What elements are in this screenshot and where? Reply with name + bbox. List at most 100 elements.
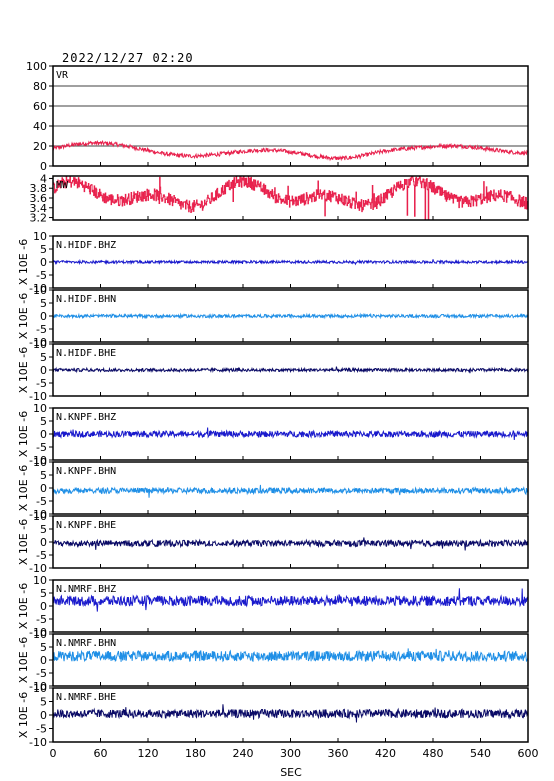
y-tick-label: -5 [36, 269, 47, 282]
y-tick-label: -10 [29, 680, 47, 693]
series-line [52, 588, 529, 612]
y-axis-label: X 10E -6 [17, 239, 30, 285]
x-tick-label: 360 [328, 747, 349, 760]
y-tick-label: 3.2 [30, 212, 48, 225]
panel-label: N.KNPF.BHZ [56, 412, 116, 423]
x-tick-label: 180 [185, 747, 206, 760]
y-tick-label: -5 [36, 495, 47, 508]
y-tick-label: 20 [33, 140, 47, 153]
y-tick-label: 0 [40, 600, 47, 613]
series-line [52, 484, 529, 498]
panel-label: N.KNPF.BHN [56, 466, 116, 477]
y-tick-label: 3.6 [30, 192, 48, 205]
panel-label: N.NMRF.BHZ [56, 584, 116, 595]
panel-label: N.NMRF.BHN [56, 638, 116, 649]
y-tick-label: 0 [40, 428, 47, 441]
y-tick-label: 0 [40, 536, 47, 549]
y-tick-label: -5 [36, 613, 47, 626]
y-tick-label: 0 [40, 709, 47, 722]
x-tick-label: 300 [280, 747, 301, 760]
y-tick-label: 5 [40, 469, 47, 482]
y-tick-label: 5 [40, 641, 47, 654]
y-tick-label: -5 [36, 667, 47, 680]
y-tick-label: 3.8 [30, 182, 48, 195]
y-tick-label: -5 [36, 441, 47, 454]
y-tick-label: -5 [36, 323, 47, 336]
x-tick-label: 0 [50, 747, 57, 760]
y-axis-label: X 10E -6 [17, 692, 30, 738]
y-tick-label: 0 [40, 654, 47, 667]
x-tick-label: 60 [94, 747, 108, 760]
y-tick-label: -5 [36, 377, 47, 390]
y-tick-label: 10 [33, 402, 47, 415]
x-tick-label: 420 [375, 747, 396, 760]
series-line [52, 704, 529, 723]
y-axis-label: X 10E -6 [17, 465, 30, 511]
panels-group: 020406080100VR3.23.43.63.84MW-10-50510N.… [17, 60, 529, 749]
x-tick-label: 240 [233, 747, 254, 760]
y-tick-label: 80 [33, 80, 47, 93]
panel-label: VR [56, 70, 69, 81]
y-axis-label: X 10E -6 [17, 411, 30, 457]
y-tick-label: 5 [40, 696, 47, 709]
y-tick-label: -10 [29, 454, 47, 467]
y-tick-label: 10 [33, 628, 47, 641]
y-tick-label: 10 [33, 456, 47, 469]
y-tick-label: 4 [40, 172, 47, 185]
x-axis: 0 60 120 180 240 300 360 420 480 540 600 [50, 747, 539, 760]
y-tick-label: 0 [40, 256, 47, 269]
y-tick-label: 5 [40, 587, 47, 600]
series-line [53, 175, 529, 221]
chart-datetime-title: 2022/12/27 02:20 [62, 51, 194, 65]
y-tick-label: -10 [29, 626, 47, 639]
panel-label: N.HIDF.BHE [56, 348, 116, 359]
y-tick-label: 0 [40, 310, 47, 323]
y-tick-label: 5 [40, 243, 47, 256]
series-line [52, 648, 529, 663]
y-tick-label: -10 [29, 562, 47, 575]
y-tick-label: 10 [33, 338, 47, 351]
y-axis-label: X 10E -6 [17, 637, 30, 683]
y-tick-label: 0 [40, 364, 47, 377]
series-line [52, 537, 529, 551]
y-tick-label: 10 [33, 682, 47, 695]
y-tick-label: 3.4 [30, 202, 48, 215]
panel-label: N.HIDF.BHN [56, 294, 116, 305]
y-tick-label: -10 [29, 390, 47, 403]
series-line [52, 258, 529, 266]
y-tick-label: -5 [36, 723, 47, 736]
panel-frame [52, 461, 529, 515]
x-axis-label: SEC [280, 766, 302, 779]
y-tick-label: 0 [40, 482, 47, 495]
series-line [52, 366, 529, 374]
y-tick-label: 60 [33, 100, 47, 113]
y-tick-label: 40 [33, 120, 47, 133]
y-tick-label: -5 [36, 549, 47, 562]
panel-frame [52, 579, 529, 633]
y-tick-label: 100 [26, 60, 47, 73]
y-tick-label: -10 [29, 736, 47, 749]
y-tick-label: 10 [33, 284, 47, 297]
panel-2: 3.23.43.63.84 MW [30, 172, 529, 225]
y-tick-label: 5 [40, 351, 47, 364]
x-tick-label: 120 [138, 747, 159, 760]
y-tick-label: -10 [29, 336, 47, 349]
y-tick-label: 5 [40, 523, 47, 536]
x-tick-label: 480 [423, 747, 444, 760]
x-tick-label: 540 [470, 747, 491, 760]
y-tick-label: 10 [33, 510, 47, 523]
series-line [52, 139, 529, 162]
y-tick-label: -10 [29, 282, 47, 295]
x-tick-label: 600 [518, 747, 539, 760]
series-line [52, 312, 529, 320]
panel-label: N.NMRF.BHE [56, 692, 116, 703]
